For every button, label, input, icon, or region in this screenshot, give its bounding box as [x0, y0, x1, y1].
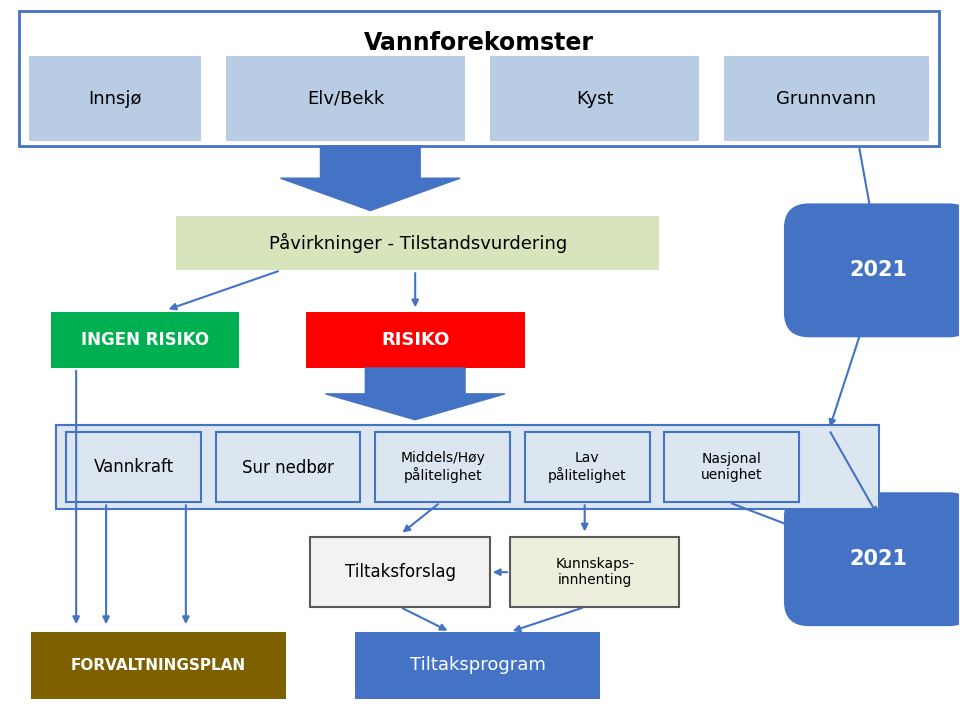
FancyBboxPatch shape [57, 425, 878, 510]
Text: Grunnvann: Grunnvann [777, 89, 876, 107]
FancyBboxPatch shape [30, 56, 201, 141]
FancyBboxPatch shape [355, 632, 600, 698]
Text: 2021: 2021 [850, 549, 908, 570]
FancyBboxPatch shape [51, 312, 239, 368]
FancyBboxPatch shape [226, 56, 465, 141]
FancyBboxPatch shape [66, 432, 201, 503]
FancyBboxPatch shape [664, 432, 799, 503]
FancyBboxPatch shape [176, 215, 660, 270]
Text: 2021: 2021 [850, 261, 908, 280]
Text: Lav
pålitelighet: Lav pålitelighet [548, 451, 627, 483]
FancyBboxPatch shape [510, 537, 680, 607]
FancyBboxPatch shape [216, 432, 360, 503]
Text: INGEN RISIKO: INGEN RISIKO [81, 331, 209, 349]
Text: Elv/Bekk: Elv/Bekk [307, 89, 384, 107]
Text: Nasjonal
uenighet: Nasjonal uenighet [701, 452, 762, 482]
Text: Kyst: Kyst [576, 89, 613, 107]
Text: Sur nedbør: Sur nedbør [242, 458, 334, 476]
FancyBboxPatch shape [490, 56, 700, 141]
Text: Tiltaksprogram: Tiltaksprogram [410, 657, 545, 675]
FancyBboxPatch shape [305, 312, 525, 368]
Text: FORVALTNINGSPLAN: FORVALTNINGSPLAN [71, 658, 246, 672]
FancyBboxPatch shape [724, 56, 928, 141]
Text: Påvirkninger - Tilstandsvurdering: Påvirkninger - Tilstandsvurdering [269, 233, 566, 253]
FancyBboxPatch shape [525, 432, 650, 503]
Text: Tiltaksforslag: Tiltaksforslag [345, 563, 456, 581]
FancyBboxPatch shape [310, 537, 490, 607]
FancyBboxPatch shape [375, 432, 510, 503]
Polygon shape [280, 146, 460, 210]
FancyBboxPatch shape [784, 492, 960, 626]
Polygon shape [325, 368, 505, 420]
Text: Kunnskaps-
innhenting: Kunnskaps- innhenting [555, 557, 635, 588]
Text: RISIKO: RISIKO [381, 331, 449, 349]
Text: Innsjø: Innsjø [88, 89, 142, 107]
FancyBboxPatch shape [784, 204, 960, 337]
Text: Vannkraft: Vannkraft [93, 458, 174, 476]
Text: Vannforekomster: Vannforekomster [364, 31, 594, 55]
FancyBboxPatch shape [32, 632, 285, 698]
Text: Middels/Høy
pålitelighet: Middels/Høy pålitelighet [400, 451, 485, 483]
FancyBboxPatch shape [19, 12, 939, 146]
